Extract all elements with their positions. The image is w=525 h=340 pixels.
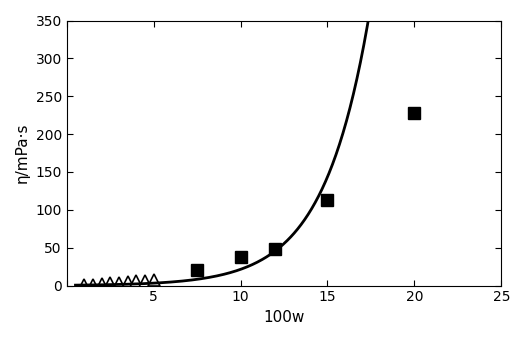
X-axis label: 100w: 100w [264,310,304,325]
Y-axis label: η/mPa·s: η/mPa·s [15,123,30,183]
